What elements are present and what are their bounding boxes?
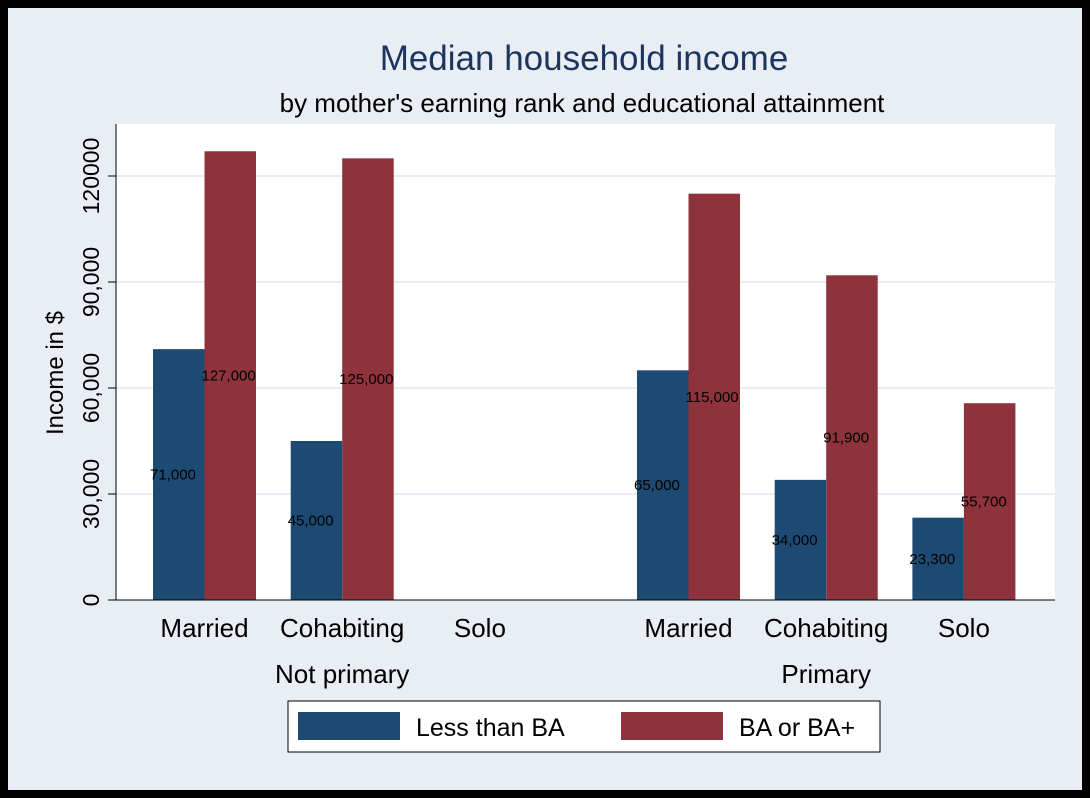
group-label-primary: Primary [781, 659, 871, 689]
data-label: 65,000 [634, 477, 680, 494]
y-tick-label: 120000 [78, 138, 104, 215]
chart-frame: 71,000 127,000 45,000 125,000 65,000 115,000 3… [8, 8, 1082, 790]
x-tick-label-married: Married [644, 613, 732, 643]
y-tick-label: 30,000 [78, 459, 104, 529]
data-label: 71,000 [150, 467, 196, 484]
x-tick-label-cohabiting: Cohabiting [764, 613, 888, 643]
group-label-not-primary: Not primary [275, 659, 409, 689]
bar-not-primary-married-ba-or-ba [204, 151, 256, 600]
y-tick-label: 60,000 [78, 353, 104, 423]
bar-primary-married-less-than-ba [637, 370, 689, 600]
bar-not-primary-married-less-than-ba [153, 349, 205, 600]
data-label: 125,000 [339, 371, 393, 388]
x-tick-label-solo: Solo [454, 613, 506, 643]
legend-swatch-ba-or-ba-plus [621, 712, 723, 740]
x-tick-label-cohabiting: Cohabiting [280, 613, 404, 643]
data-label: 55,700 [961, 494, 1007, 511]
bar-primary-married-ba-or-ba [688, 193, 740, 600]
legend-swatch-less-than-ba [298, 712, 400, 740]
bar-primary-solo-less-than-ba [912, 517, 964, 600]
chart: 71,000 127,000 45,000 125,000 65,000 115,000 3… [42, 39, 1055, 753]
data-label: 34,000 [772, 532, 818, 549]
data-label: 115,000 [686, 389, 739, 406]
data-label: 23,300 [909, 551, 955, 568]
data-label: 91,900 [823, 430, 869, 447]
legend: Less than BA BA or BA+ [287, 700, 881, 753]
bar-primary-cohabiting-less-than-ba [774, 479, 827, 600]
y-tick-label: 0 [78, 594, 104, 607]
data-label: 45,000 [288, 513, 334, 530]
y-axis-label: Income in $ [42, 311, 69, 435]
data-label: 127,000 [202, 368, 256, 385]
plot-area [116, 124, 1055, 600]
bar-not-primary-cohabiting-ba-or-ba [342, 158, 394, 601]
chart-subtitle: by mother's earning rank and educational… [280, 88, 886, 118]
legend-label-ba-or-ba-plus: BA or BA+ [739, 714, 855, 742]
bar-primary-cohabiting-ba-or-ba [826, 275, 878, 600]
y-tick-label: 90,000 [78, 247, 104, 317]
bar-primary-solo-ba-or-ba [963, 403, 1016, 600]
x-tick-label-solo: Solo [938, 613, 990, 643]
legend-label-less-than-ba: Less than BA [416, 714, 565, 742]
bar-not-primary-cohabiting-less-than-ba [290, 441, 343, 600]
x-tick-label-married: Married [160, 613, 248, 643]
chart-title: Median household income [380, 39, 789, 78]
